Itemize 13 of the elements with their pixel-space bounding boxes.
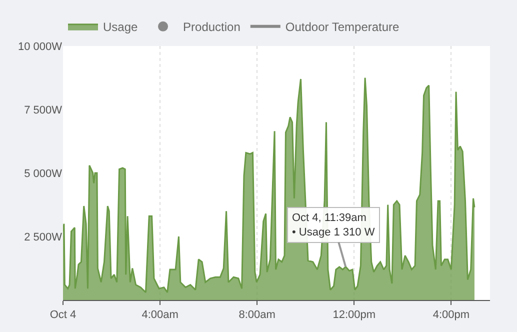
x-tick-label: 4:00pm — [432, 309, 470, 322]
y-tick-label: 10 000W — [18, 40, 63, 53]
y-tick-label: 7 500W — [24, 104, 63, 116]
annotation: Oct 4, 11:39am • Usage 1 310 W — [292, 212, 376, 238]
x-tick-label: Oct 4 — [50, 309, 76, 322]
legend-label: Outdoor Temperature — [285, 20, 400, 34]
legend-label: Production — [183, 20, 240, 34]
x-tick-label: 12:00pm — [332, 309, 376, 322]
legend-label: Usage — [103, 20, 138, 34]
y-tick-label: 2 500W — [24, 231, 63, 244]
x-tick-label: 8:00am — [238, 309, 276, 322]
y-tick-label: 5 000W — [24, 168, 63, 180]
x-tick-label: 4:00am — [142, 309, 178, 322]
